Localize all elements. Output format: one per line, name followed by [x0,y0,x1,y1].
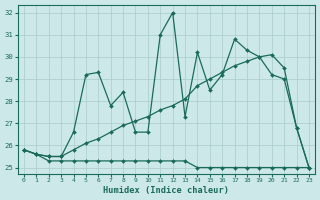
X-axis label: Humidex (Indice chaleur): Humidex (Indice chaleur) [103,186,229,195]
